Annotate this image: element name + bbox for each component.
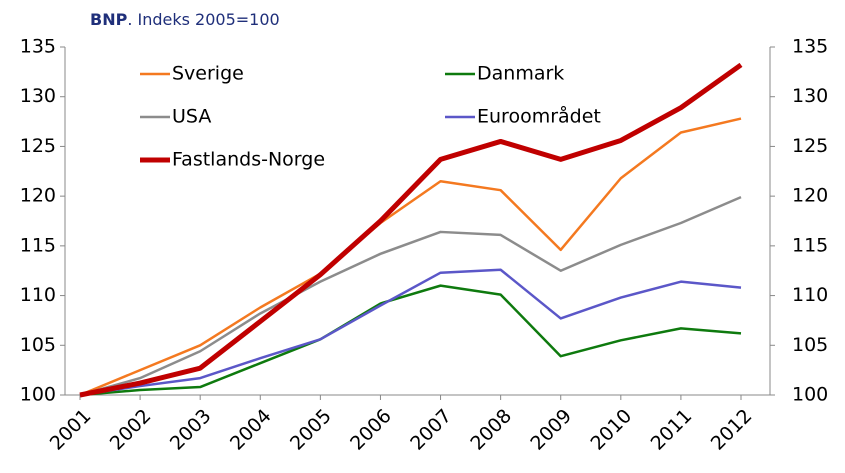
x-tick-label: 2005 <box>286 405 336 455</box>
series-line <box>79 62 743 398</box>
y2-tick-label: 115 <box>792 234 828 256</box>
y2-tick-label: 110 <box>792 284 828 306</box>
x-tick-label: 2010 <box>586 405 636 455</box>
y-tick-label: 135 <box>20 36 56 58</box>
legend-label: USA <box>172 106 211 128</box>
y2-tick-label: 100 <box>792 384 828 406</box>
title: BNP <box>90 10 128 29</box>
chart-title: BNP. Indeks 2005=100 <box>90 10 280 29</box>
y-tick-label: 125 <box>20 135 56 157</box>
y-tick-label: 115 <box>20 234 56 256</box>
y-tick-label: 105 <box>20 334 56 356</box>
series-line <box>79 284 742 397</box>
legend-label: Sverige <box>172 63 244 85</box>
y-tick-label: 100 <box>20 384 56 406</box>
x-tick-label: 2004 <box>226 405 276 455</box>
y2-tick-label: 135 <box>792 36 828 58</box>
y2-tick-label: 105 <box>792 334 828 356</box>
x-tick-label: 2002 <box>106 405 156 455</box>
subtitle: . Indeks 2005=100 <box>127 10 279 29</box>
x-tick-label: 2008 <box>466 405 516 455</box>
x-tick-label: 2007 <box>406 405 456 455</box>
x-tick-label: 2001 <box>46 405 96 455</box>
series-line <box>79 117 742 397</box>
y-tick-label: 130 <box>20 85 56 107</box>
x-tick-label: 2012 <box>707 405 757 455</box>
legend-label: Euroområdet <box>477 105 601 128</box>
y2-tick-label: 130 <box>792 85 828 107</box>
legend-label: Danmark <box>477 63 564 85</box>
x-tick-label: 2011 <box>647 405 697 455</box>
x-tick-label: 2009 <box>526 405 576 455</box>
legend-label: Fastlands-Norge <box>172 149 325 171</box>
x-tick-label: 2006 <box>346 405 396 455</box>
y-tick-label: 120 <box>20 185 56 207</box>
y-tick-label: 110 <box>20 284 56 306</box>
series-line <box>79 195 742 397</box>
y2-tick-label: 125 <box>792 135 828 157</box>
y2-tick-label: 120 <box>792 185 828 207</box>
series-line <box>79 268 742 397</box>
x-tick-label: 2003 <box>166 405 216 455</box>
